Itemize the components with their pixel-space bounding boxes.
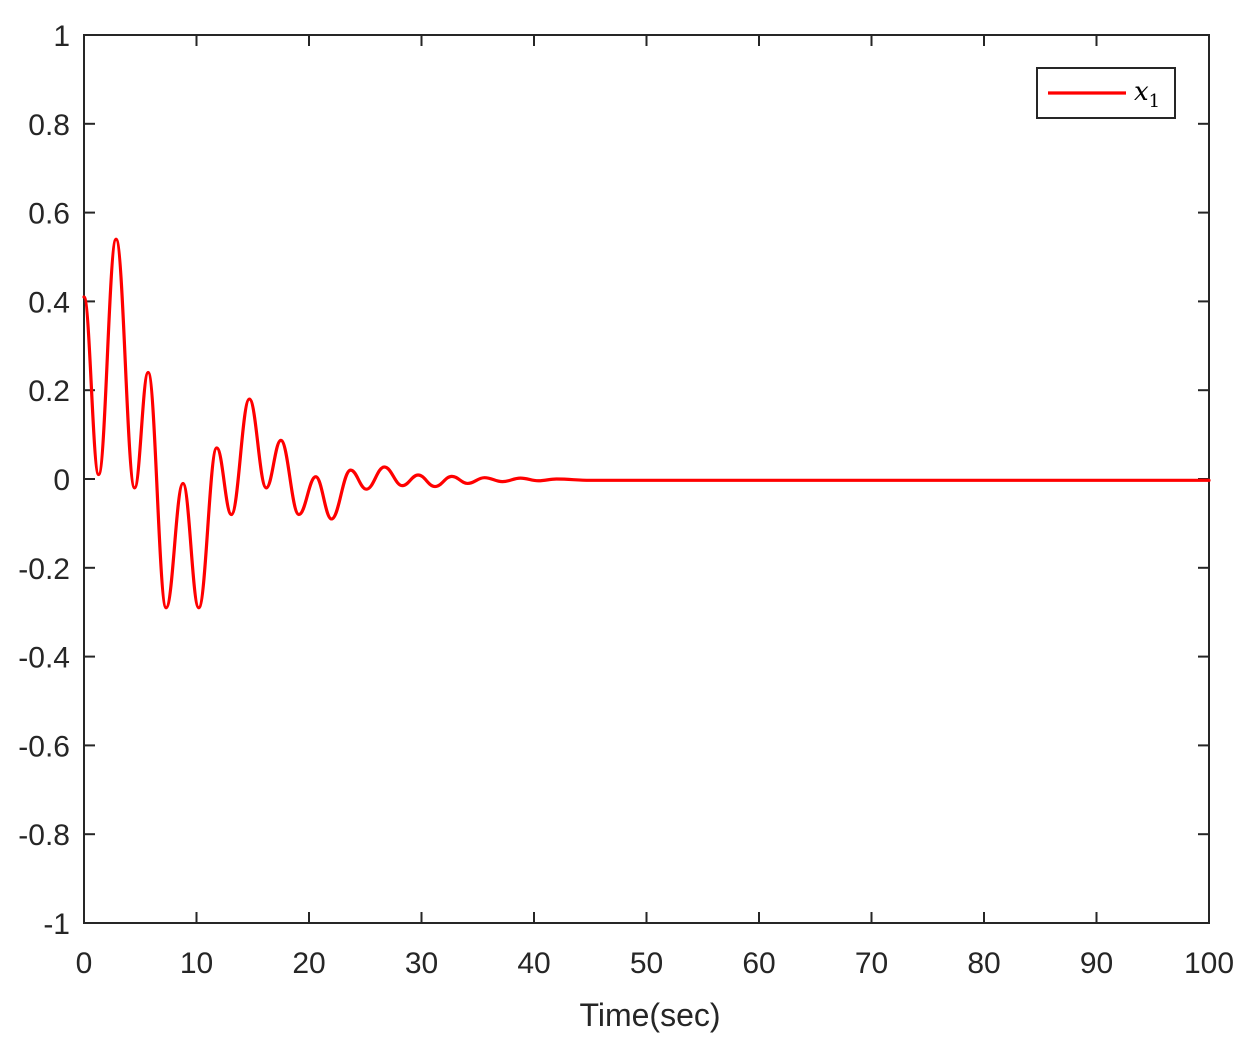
- y-tick-label: -1: [43, 908, 70, 941]
- x-tick-label: 40: [517, 947, 550, 980]
- y-tick-label: -0.6: [18, 730, 70, 763]
- x-tick-label: 70: [855, 947, 888, 980]
- x-tick-label: 100: [1184, 947, 1234, 980]
- y-tick-label: 1: [53, 20, 70, 53]
- y-tick-label: 0.2: [28, 375, 70, 408]
- x-tick-label: 90: [1080, 947, 1113, 980]
- y-tick-label: 0.8: [28, 109, 70, 142]
- x-tick-label: 60: [742, 947, 775, 980]
- y-tick-label: 0.4: [28, 286, 70, 319]
- x-tick-label: 10: [180, 947, 213, 980]
- y-tick-label: -0.4: [18, 642, 70, 675]
- x-tick-label: 30: [405, 947, 438, 980]
- y-tick-label: 0: [53, 464, 70, 497]
- legend: x1: [1036, 67, 1176, 119]
- x-tick-label: 20: [292, 947, 325, 980]
- y-tick-label: -0.2: [18, 553, 70, 586]
- legend-label-main: x: [1134, 77, 1149, 107]
- x-tick-label: 0: [76, 947, 93, 980]
- x-axis-tick-labels: 0 10 20 30 40 50 60 70 80 90 100: [76, 947, 1234, 980]
- x-axis-ticks: [83, 35, 1210, 923]
- series-line-x1: [82, 237, 1211, 610]
- x-axis-title: Time(sec): [579, 997, 720, 1033]
- y-tick-label: -0.8: [18, 819, 70, 852]
- legend-label-x1: x1: [1134, 77, 1160, 112]
- x-tick-label: 50: [630, 947, 663, 980]
- plot-area: 0 10 20 30 40 50 60 70 80 90 100 1 0.8 0.6 0.4 0.2 0 -0.…: [18, 20, 1234, 980]
- y-axis-tick-labels: 1 0.8 0.6 0.4 0.2 0 -0.2 -0.4 -0.6 -0.8 -1: [18, 20, 70, 941]
- x-tick-label: 80: [967, 947, 1000, 980]
- legend-label-subscript: 1: [1149, 91, 1160, 112]
- y-tick-label: 0.6: [28, 198, 70, 231]
